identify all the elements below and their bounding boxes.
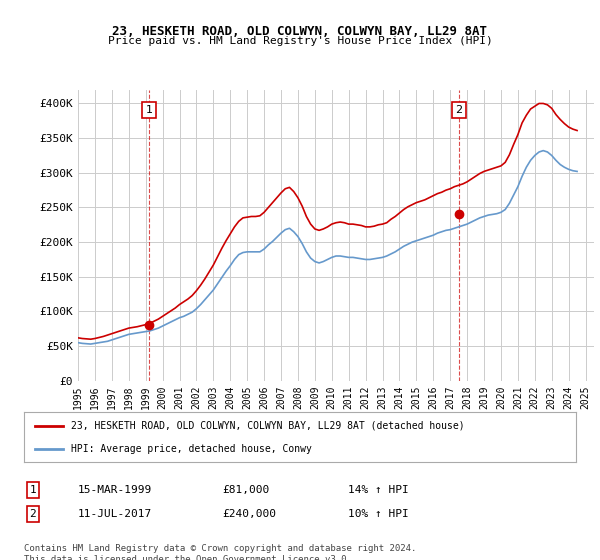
Text: 11-JUL-2017: 11-JUL-2017 bbox=[78, 509, 152, 519]
Text: Contains HM Land Registry data © Crown copyright and database right 2024.
This d: Contains HM Land Registry data © Crown c… bbox=[24, 544, 416, 560]
Text: £240,000: £240,000 bbox=[222, 509, 276, 519]
Text: 23, HESKETH ROAD, OLD COLWYN, COLWYN BAY, LL29 8AT (detached house): 23, HESKETH ROAD, OLD COLWYN, COLWYN BAY… bbox=[71, 421, 464, 431]
Text: 2: 2 bbox=[29, 509, 37, 519]
Text: £81,000: £81,000 bbox=[222, 485, 269, 495]
Text: 1: 1 bbox=[29, 485, 37, 495]
Text: Price paid vs. HM Land Registry's House Price Index (HPI): Price paid vs. HM Land Registry's House … bbox=[107, 36, 493, 46]
Text: 23, HESKETH ROAD, OLD COLWYN, COLWYN BAY, LL29 8AT: 23, HESKETH ROAD, OLD COLWYN, COLWYN BAY… bbox=[113, 25, 487, 38]
Text: HPI: Average price, detached house, Conwy: HPI: Average price, detached house, Conw… bbox=[71, 445, 312, 454]
Text: 1: 1 bbox=[146, 105, 153, 115]
Text: 14% ↑ HPI: 14% ↑ HPI bbox=[348, 485, 409, 495]
Text: 2: 2 bbox=[455, 105, 463, 115]
Text: 10% ↑ HPI: 10% ↑ HPI bbox=[348, 509, 409, 519]
Text: 15-MAR-1999: 15-MAR-1999 bbox=[78, 485, 152, 495]
